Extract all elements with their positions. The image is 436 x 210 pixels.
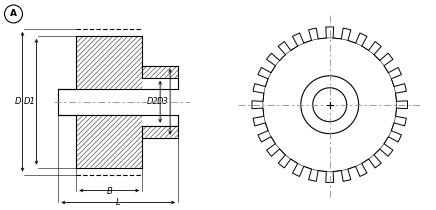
Text: D2: D2 (147, 97, 159, 106)
Text: D1: D1 (24, 97, 35, 106)
Text: A: A (10, 9, 17, 18)
Text: D: D (15, 97, 21, 106)
Text: D3: D3 (157, 97, 169, 106)
Text: B: B (106, 186, 112, 196)
Text: L: L (116, 198, 121, 207)
